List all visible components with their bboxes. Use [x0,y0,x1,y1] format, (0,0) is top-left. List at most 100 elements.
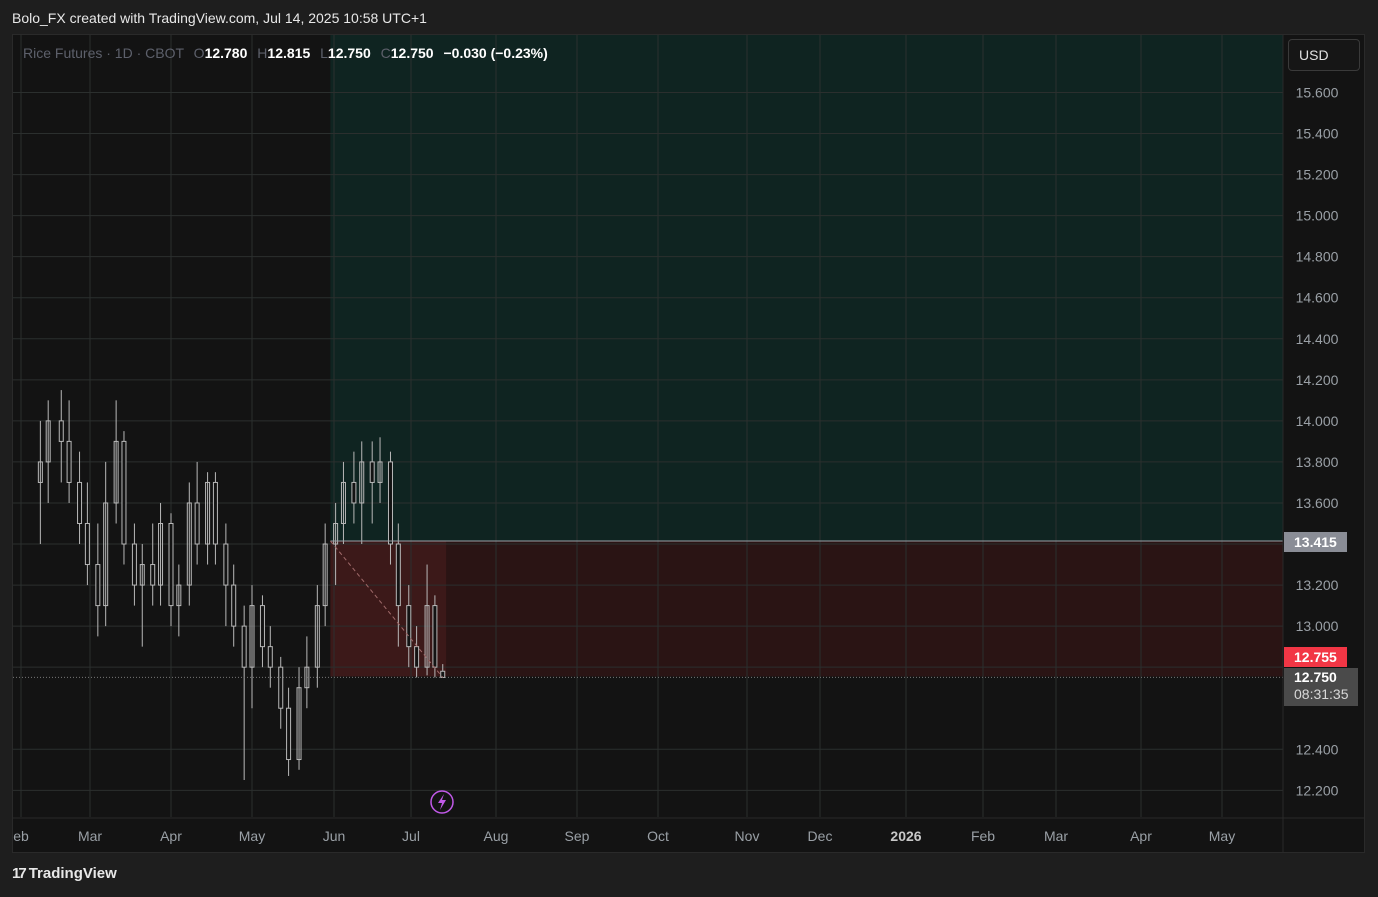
candle-body [176,584,182,607]
target-price-badge: 13.415 [1284,532,1347,552]
candle[interactable] [333,502,339,586]
price-tick-label: 15.000 [1296,208,1339,224]
close-value: 12.750 [390,45,434,61]
price-tick-label: 14.400 [1296,331,1339,347]
candle[interactable] [414,626,420,678]
tradingview-logo[interactable]: 17 TradingView [12,865,117,882]
symbol-name[interactable]: Rice Futures · 1D · CBOT [23,45,184,61]
time-tick-label: May [1209,828,1235,844]
candle[interactable] [424,564,430,676]
candle-body [212,481,218,545]
candle[interactable] [278,656,284,729]
candle-body [231,584,237,627]
candle[interactable] [45,400,51,503]
price-tick-label: 14.000 [1296,413,1339,429]
candle-body [158,522,164,586]
high-value: 12.815 [267,45,311,61]
candle[interactable] [205,472,211,565]
time-tick-label: Jul [402,828,420,844]
candle-body [278,666,284,709]
time-tick-label: Mar [78,828,102,844]
loss-zone[interactable] [330,540,1283,677]
candle-body [424,605,430,668]
time-tick-label: Sep [565,828,590,844]
candle-body [186,502,192,586]
time-tick-label: Feb [971,828,995,844]
candle[interactable] [314,585,320,688]
candle-body [406,605,412,648]
candle[interactable] [377,437,383,503]
lightning-icon[interactable] [430,790,454,814]
time-tick-label: May [239,828,265,844]
candle-body [369,461,375,483]
price-tick-label: 13.000 [1296,618,1339,634]
candle[interactable] [340,461,346,545]
candle-body [267,646,273,668]
candle[interactable] [186,482,192,606]
candle[interactable] [304,636,310,709]
candle[interactable] [231,564,237,647]
candle[interactable] [103,461,109,627]
candle[interactable] [121,431,127,565]
candle-body [95,564,101,607]
position-path-line [330,540,444,678]
candle[interactable] [212,472,218,565]
candle[interactable] [351,451,357,524]
candle[interactable] [150,523,156,606]
candle[interactable] [113,400,119,524]
candle[interactable] [77,451,83,545]
price-tick-label: 15.200 [1296,167,1339,183]
candle[interactable] [176,564,182,637]
candle[interactable] [131,523,137,606]
change-value: −0.030 (−0.23%) [443,45,548,61]
price-tick-label: 12.200 [1296,782,1339,798]
stop-price-badge: 12.755 [1284,647,1347,667]
candle[interactable] [387,451,393,565]
candle[interactable] [223,523,229,627]
profit-zone[interactable] [330,35,1283,541]
candle[interactable] [267,626,273,688]
candle[interactable] [158,502,164,606]
candle[interactable] [168,513,174,627]
candle[interactable] [359,441,365,545]
time-tick-label: Oct [647,828,669,844]
candle-body [432,605,438,668]
candle[interactable] [395,523,401,647]
candle[interactable] [296,667,302,770]
candle-body [296,687,302,761]
time-tick-label: eb [13,828,29,844]
price-tick-label: 14.800 [1296,249,1339,265]
lightning-icon-bolt [438,794,446,810]
candle-body [194,502,200,545]
candle[interactable] [406,585,412,668]
candle-body [66,440,72,483]
candle[interactable] [432,595,438,678]
time-tick-label: Dec [808,828,833,844]
candle[interactable] [194,461,200,565]
currency-button[interactable]: USD [1288,39,1360,71]
candle[interactable] [95,523,101,637]
candle[interactable] [241,605,247,781]
candle-body [113,440,119,504]
candle[interactable] [66,400,72,503]
candle-body [223,543,229,586]
candle[interactable] [259,595,265,668]
price-tick-label: 13.600 [1296,495,1339,511]
candle-body [414,646,420,668]
last-price-badge: 12.750 08:31:35 [1284,668,1358,706]
candle-body [84,522,90,566]
price-tick-label: 13.800 [1296,454,1339,470]
lightning-icon-ring [430,790,454,814]
price-tick-label: 13.200 [1296,577,1339,593]
candle[interactable] [369,441,375,524]
candle[interactable] [322,523,328,627]
low-value: 12.750 [327,45,371,61]
candle[interactable] [84,482,90,586]
price-tick-label: 12.400 [1296,741,1339,757]
candle[interactable] [37,420,43,545]
candle[interactable] [249,585,255,709]
candle[interactable] [286,687,292,776]
candle[interactable] [139,544,145,647]
candle[interactable] [58,390,64,483]
